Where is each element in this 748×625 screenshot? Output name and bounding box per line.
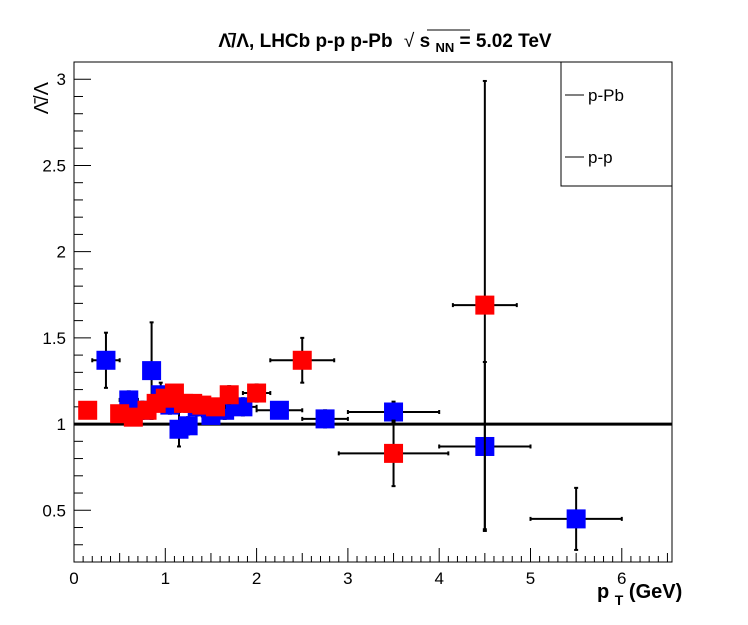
data-point	[142, 361, 162, 381]
y-tick-label: 2	[57, 243, 66, 262]
x-label-main: p	[597, 581, 609, 603]
plot-frame	[73, 61, 673, 563]
title-s: s	[420, 31, 431, 52]
x-tick-label: 4	[434, 569, 443, 588]
data-point	[178, 416, 198, 436]
data-point	[96, 350, 116, 370]
y-tick-label: 3	[57, 70, 66, 89]
x-tick-label: 3	[343, 569, 352, 588]
data-point	[384, 443, 404, 463]
data-point	[269, 400, 289, 420]
title-suffix: = 5.02 TeV	[460, 31, 552, 52]
y-tick-label: 1	[57, 415, 66, 434]
legend-box	[560, 61, 673, 187]
data-point	[384, 402, 404, 422]
y-tick-label: 0.5	[42, 501, 66, 520]
series-p-p	[78, 79, 518, 531]
legend-label-p-p: p-p	[588, 148, 613, 167]
x-tick-label: 1	[161, 569, 170, 588]
y-tick-label: 2.5	[42, 156, 66, 175]
x-label-sub: T	[615, 592, 624, 608]
data-point	[315, 409, 335, 429]
data-series	[78, 79, 623, 551]
data-point	[566, 509, 586, 529]
title-prefix: Λ̄/Λ, LHCb p-p p-Pb	[218, 31, 392, 52]
axes: 0 1 2 3 4 5 6 0.5 1 1.5 2 2.5 3	[42, 61, 668, 588]
data-point	[292, 350, 312, 370]
y-axis-label: Λ̄/Λ	[31, 81, 53, 114]
x-tick-label: 2	[252, 569, 261, 588]
x-tick-label: 6	[617, 569, 626, 588]
x-tick-label: 5	[526, 569, 535, 588]
data-point	[78, 400, 98, 420]
sqrt-symbol: √	[404, 31, 415, 52]
y-tick-label: 1.5	[42, 329, 66, 348]
legend: p-Pb p-p	[560, 61, 673, 187]
x-tick-label: 0	[69, 569, 78, 588]
chart-title: Λ̄/Λ, LHCb p-p p-Pb √ s NN = 5.02 TeV	[218, 31, 551, 57]
x-axis-label: p T (GeV)	[597, 581, 682, 610]
x-label-unit: (GeV)	[629, 581, 682, 603]
data-point	[475, 295, 495, 315]
data-point	[247, 383, 267, 403]
data-point	[219, 385, 239, 405]
legend-label-p-pb: p-Pb	[588, 86, 624, 105]
title-s-subscript: NN	[435, 40, 454, 55]
markers-p-p	[78, 295, 495, 463]
